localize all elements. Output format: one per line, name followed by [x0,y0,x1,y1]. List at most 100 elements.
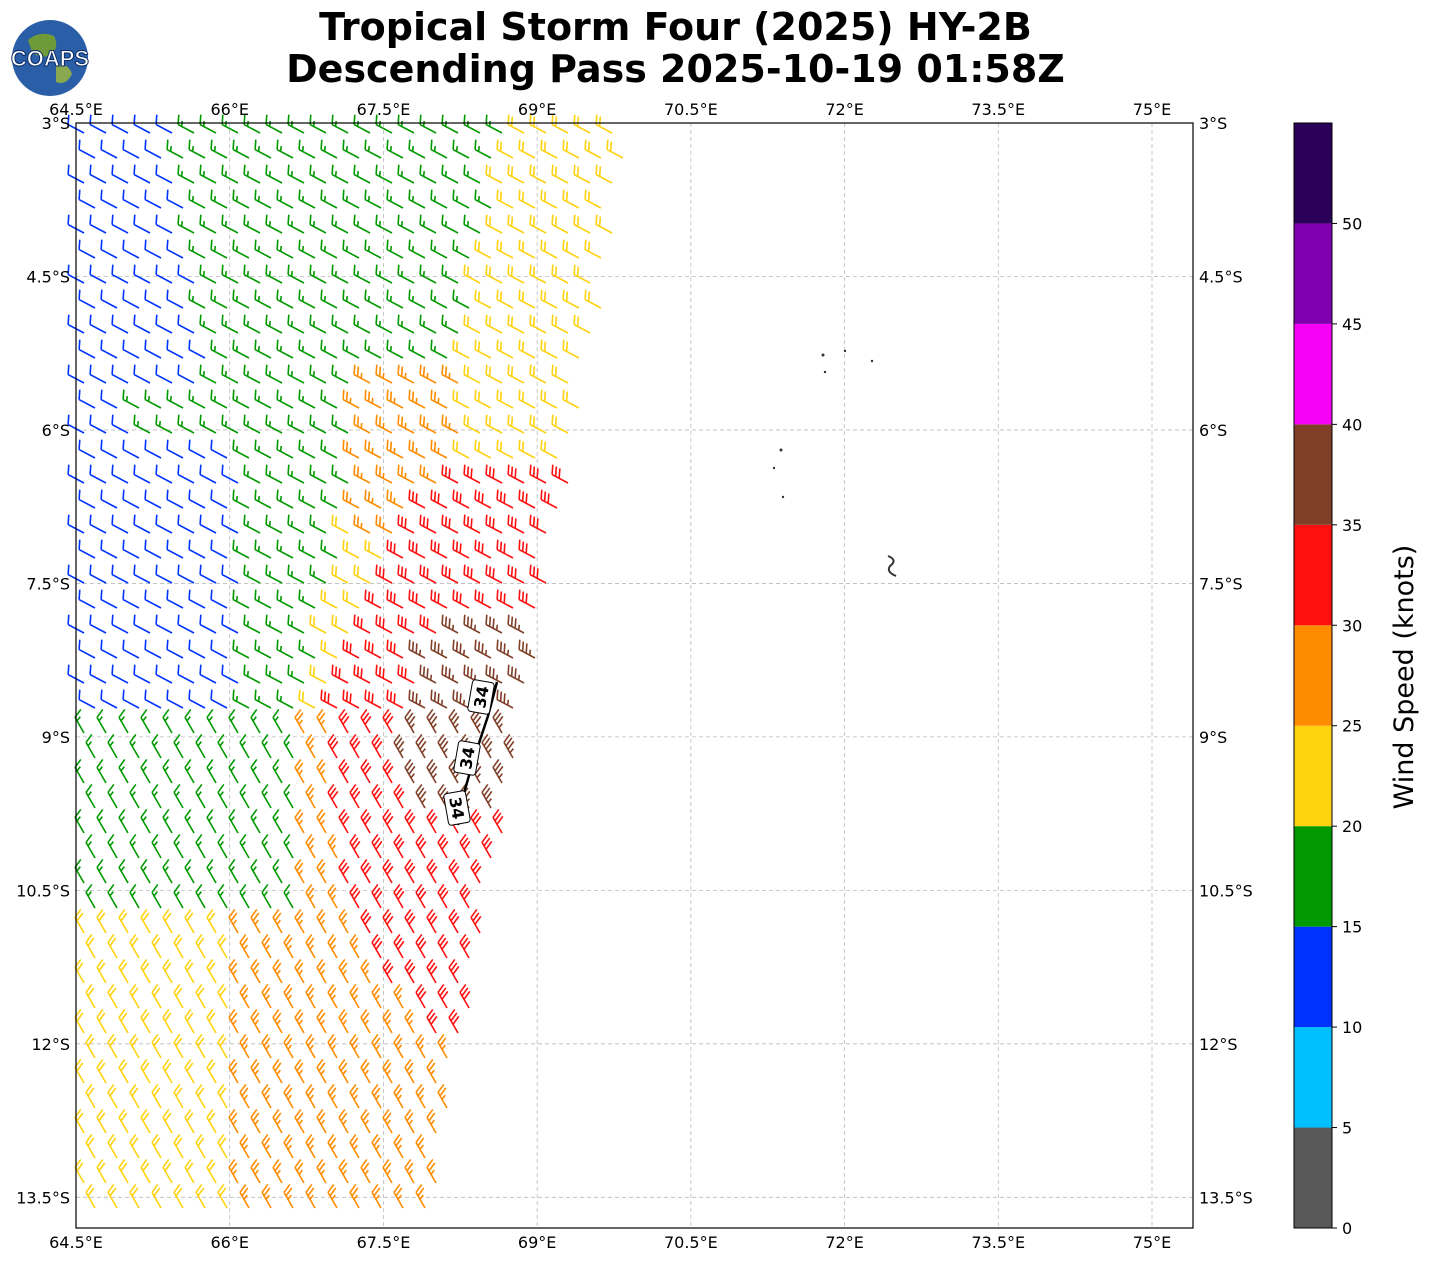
wind-barb [441,114,459,134]
lon-tick-label: 64.5°E [49,100,103,119]
wind-barb [140,1058,151,1084]
wind-barb [448,708,460,734]
wind-barb [232,689,250,709]
wind-barb [309,564,327,584]
wind-barb [463,264,481,284]
lon-tick-label: 67.5°E [357,100,411,119]
wind-barb [353,264,371,284]
wind-barb [426,708,438,734]
wind-barb [426,908,438,934]
wind-barb [452,589,470,609]
wind-barb [309,664,327,684]
wind-barb [199,514,217,534]
island-dot [781,495,785,499]
wind-barb [364,639,382,659]
colorbar-tick-label: 50 [1342,214,1362,233]
wind-barb [118,858,129,884]
wind-barb [221,564,239,584]
wind-barb [463,464,481,484]
wind-barb [144,289,162,309]
wind-barb [228,1058,239,1084]
wind-barb [140,1108,151,1134]
wind-barb [221,414,239,434]
wind-barb [107,783,118,809]
wind-barb [441,364,459,384]
wind-barb [562,339,580,359]
lon-tick-label: 64.5°E [49,1233,103,1252]
wind-barb [430,589,448,609]
wind-barb [426,1158,437,1184]
wind-barb [309,164,327,184]
wind-barb [272,1008,283,1034]
wind-barb [371,1083,382,1109]
wind-barb [118,708,129,734]
wind-barb [107,1033,118,1059]
colorbar-tick-label: 0 [1342,1219,1352,1238]
wind-barb [485,414,503,434]
wind-barb [430,639,448,659]
wind-barb [393,733,405,759]
wind-barb [459,833,471,859]
wind-barb [129,1083,140,1109]
wind-barb [89,164,107,184]
wind-barb [386,689,404,709]
wind-barb [529,564,547,584]
wind-barb [162,1108,173,1134]
wind-barb [100,389,118,409]
wind-barb [496,139,514,159]
wind-barb [474,239,492,259]
wind-barb [562,239,580,259]
wind-barb [221,164,239,184]
wind-barb [206,808,217,834]
colorbar: 0 5 10 15 20 25 30 35 40 45 50 [1293,122,1362,1238]
wind-barb [272,758,283,784]
wind-barb [243,464,261,484]
wind-barb [382,808,394,834]
wind-barb [210,539,228,559]
lon-tick-label: 73.5°E [971,1233,1025,1252]
wind-barb [331,164,349,184]
wind-barb [100,339,118,359]
wind-barb [415,1183,426,1209]
wind-barb [239,1133,250,1159]
wind-barb [199,164,217,184]
wind-barb [386,289,404,309]
wind-barb [474,639,492,659]
wind-barb [393,783,405,809]
wind-barb [144,189,162,209]
wind-barb [261,883,272,909]
wind-barb [195,883,206,909]
lon-tick-label: 66°E [210,100,248,119]
wind-barb [309,614,327,634]
wind-barb [437,933,449,959]
wind-barb [78,189,96,209]
wind-barb [507,464,525,484]
wind-barb [206,708,217,734]
wind-barb [265,514,283,534]
wind-barb [133,164,151,184]
wind-barb [122,139,140,159]
wind-barb [111,214,129,234]
wind-barb [206,758,217,784]
wind-barb [188,339,206,359]
wind-barb [320,489,338,509]
wind-barb [386,339,404,359]
wind-barb [276,139,294,159]
wind-barb [250,1058,261,1084]
colorbar-tick-label: 35 [1342,516,1362,535]
wind-barb [382,858,394,884]
wind-barb [441,564,459,584]
island-dot [779,448,783,452]
wind-barb [496,239,514,259]
wind-barb [360,1108,371,1134]
wind-barb [78,339,96,359]
wind-barb [492,808,504,834]
wind-barb [217,1183,228,1209]
wind-barb [573,164,591,184]
wind-barb [254,189,272,209]
wind-barb [529,314,547,334]
wind-barb [459,933,471,959]
wind-barb [232,139,250,159]
wind-barb [320,689,338,709]
wind-barb [349,733,361,759]
